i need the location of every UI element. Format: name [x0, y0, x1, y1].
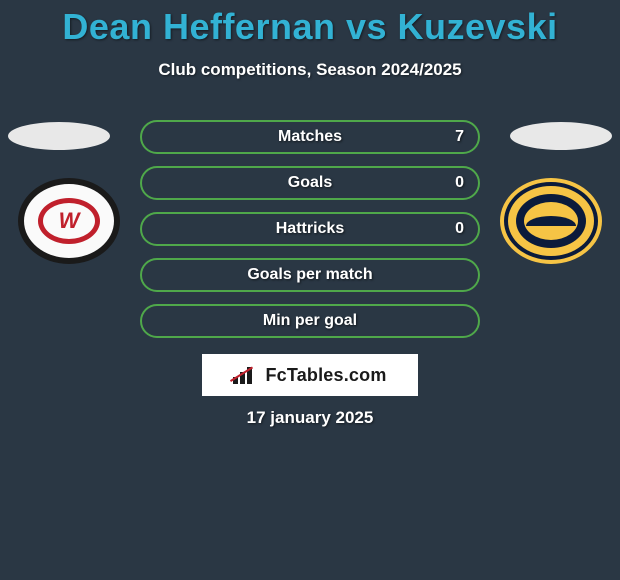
bar-label: Hattricks [142, 214, 478, 244]
bar-value-right: 0 [455, 168, 464, 198]
brand-chart-icon [233, 366, 259, 384]
bar-value-right: 7 [455, 122, 464, 152]
bar-label: Goals [142, 168, 478, 198]
bar-label: Min per goal [142, 306, 478, 336]
bar-goals: Goals 0 [140, 166, 480, 200]
player-photo-left [8, 122, 110, 150]
club-badge-left: W [18, 178, 120, 264]
bar-label: Matches [142, 122, 478, 152]
brand-box: FcTables.com [202, 354, 418, 396]
bar-min-per-goal: Min per goal [140, 304, 480, 338]
bar-hattricks: Hattricks 0 [140, 212, 480, 246]
page-title: Dean Heffernan vs Kuzevski [0, 0, 620, 48]
bar-label: Goals per match [142, 260, 478, 290]
club-badge-right [500, 178, 602, 264]
stat-bars: Matches 7 Goals 0 Hattricks 0 Goals per … [140, 120, 480, 350]
bar-goals-per-match: Goals per match [140, 258, 480, 292]
bar-value-right: 0 [455, 214, 464, 244]
date-label: 17 january 2025 [0, 408, 620, 428]
subtitle: Club competitions, Season 2024/2025 [0, 60, 620, 80]
bar-matches: Matches 7 [140, 120, 480, 154]
player-photo-right [510, 122, 612, 150]
club-left-monogram: W [59, 208, 80, 234]
brand-text: FcTables.com [265, 365, 386, 386]
